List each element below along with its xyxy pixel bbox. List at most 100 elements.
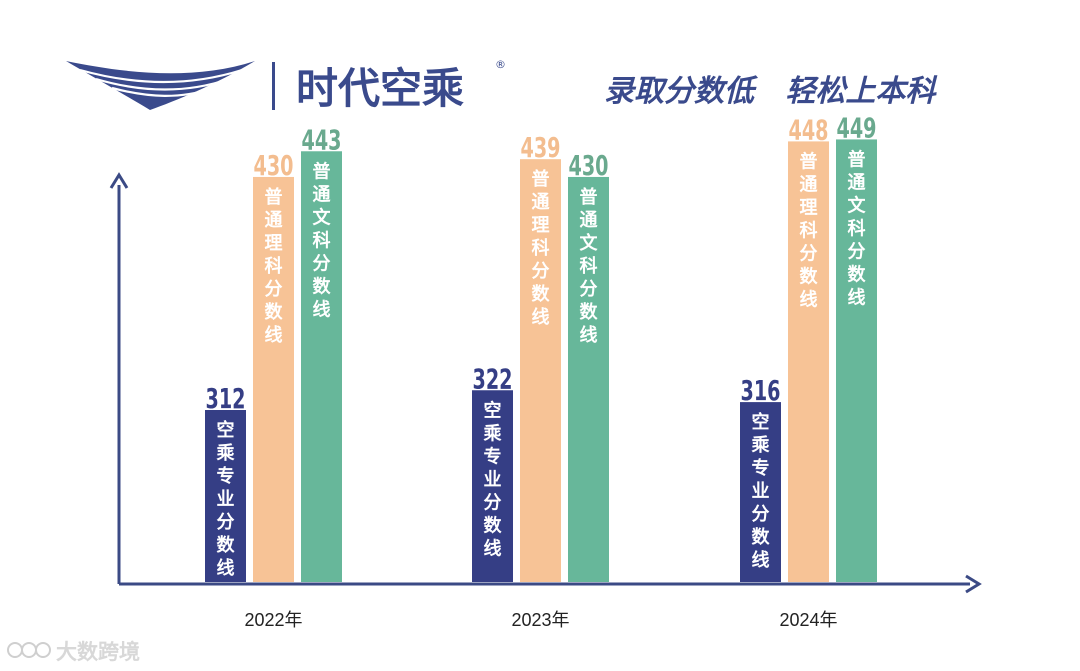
bar-value-label: 316 — [741, 374, 781, 407]
slogan: 录取分数低 轻松上本科 — [604, 74, 938, 109]
series-label-char: 线 — [532, 306, 550, 328]
series-label-char: 文 — [848, 194, 867, 216]
series-label-char: 数 — [848, 263, 867, 285]
series-label-char: 分 — [532, 261, 550, 282]
series-label-char: 普 — [532, 168, 550, 190]
bar-0-2 — [301, 151, 342, 582]
bar-0-0 — [205, 410, 246, 582]
series-label-char: 分 — [265, 279, 283, 300]
series-label-char: 科 — [532, 237, 550, 259]
series-label-char: 理 — [265, 233, 283, 254]
series-label-char: 普 — [800, 150, 818, 172]
x-tick-label: 2024年 — [779, 610, 837, 630]
bar-value-label: 449 — [837, 111, 877, 144]
series-label-char: 乘 — [483, 423, 502, 444]
series-label-char: 通 — [532, 192, 550, 213]
series-label-char: 文 — [580, 232, 599, 254]
series-label-char: 专 — [484, 445, 502, 467]
brand-logo: 时代空乘 ® — [66, 58, 506, 113]
series-label-char: 分 — [752, 504, 770, 525]
series-label-char: 通 — [848, 172, 866, 193]
series-label-char: 通 — [580, 210, 598, 231]
series-label-char: 专 — [752, 457, 770, 479]
series-label-char: 业 — [484, 469, 502, 490]
series-label-char: 乘 — [751, 435, 770, 456]
x-tick-label: 2022年 — [244, 610, 302, 630]
wing-icon — [66, 61, 255, 110]
series-label-char: 线 — [580, 324, 598, 346]
series-label-char: 专 — [217, 465, 235, 487]
series-label-char: 业 — [217, 489, 235, 510]
series-label-char: 数 — [752, 526, 771, 548]
series-label-char: 科 — [848, 217, 866, 239]
series-label-char: 线 — [800, 288, 818, 310]
series-label-char: 线 — [848, 286, 866, 308]
series-label-char: 分 — [580, 279, 598, 300]
bar-1-1 — [520, 159, 561, 583]
x-tick-label: 2023年 — [511, 610, 569, 630]
bar-value-label: 448 — [789, 113, 829, 146]
bar-value-label: 443 — [302, 123, 342, 156]
series-label-char: 文 — [313, 206, 332, 228]
series-label-char: 业 — [752, 481, 770, 502]
series-label-char: 线 — [313, 298, 331, 320]
series-label-char: 乘 — [216, 443, 235, 464]
logo-divider — [272, 62, 275, 110]
series-label-char: 数 — [217, 534, 236, 556]
series-label-char: 分 — [484, 492, 502, 513]
series-label-char: 数 — [532, 283, 551, 305]
series-label-char: 分 — [800, 243, 818, 264]
series-label-char: 线 — [484, 537, 502, 559]
series-label-char: 线 — [217, 557, 235, 579]
series-label-char: 科 — [800, 219, 818, 241]
bar-2-2 — [836, 139, 877, 583]
series-label-char: 空 — [484, 399, 502, 421]
bar-2-1 — [788, 141, 829, 582]
brand-name: 时代空乘 — [296, 64, 464, 113]
series-label-char: 理 — [532, 215, 550, 236]
series-label-char: 数 — [484, 514, 503, 536]
bar-value-label: 430 — [569, 149, 609, 182]
series-label-char: 数 — [800, 265, 819, 287]
watermark: 大数跨境 — [7, 640, 140, 664]
series-label-char: 科 — [313, 229, 331, 251]
bar-2-0 — [740, 402, 781, 582]
series-label-char: 科 — [265, 255, 283, 277]
series-label-char: 理 — [800, 197, 818, 218]
bar-groups: 312空乘专业分数线430普通理科分数线443普通文科分数线2022年322空乘… — [205, 111, 877, 630]
series-label-char: 普 — [313, 160, 331, 182]
series-label-char: 通 — [313, 184, 331, 205]
series-label-char: 空 — [217, 419, 235, 441]
bar-1-0 — [472, 390, 513, 582]
bar-value-label: 322 — [473, 362, 513, 395]
series-label-char: 普 — [580, 186, 598, 208]
series-label-char: 普 — [265, 186, 283, 208]
y-axis-arrow — [109, 172, 129, 189]
series-label-char: 科 — [580, 255, 598, 277]
series-label-char: 普 — [848, 148, 866, 170]
series-label-char: 分 — [217, 512, 235, 533]
series-label-char: 通 — [265, 210, 283, 231]
series-label-char: 空 — [752, 411, 770, 433]
watermark-text: 大数跨境 — [56, 640, 140, 664]
bar-value-label: 312 — [206, 382, 246, 415]
series-label-char: 分 — [313, 253, 331, 274]
series-label-char: 数 — [313, 275, 332, 297]
series-label-char: 通 — [800, 174, 818, 195]
chart-axes — [109, 172, 982, 594]
bar-value-label: 430 — [254, 149, 294, 182]
series-label-char: 数 — [580, 301, 599, 323]
bar-0-1 — [253, 176, 294, 582]
series-label-char: 数 — [265, 301, 284, 323]
bar-1-2 — [568, 176, 609, 582]
series-label-char: 线 — [265, 324, 283, 346]
bar-value-label: 439 — [521, 131, 561, 164]
registered-mark: ® — [495, 58, 506, 71]
watermark-icon — [7, 642, 51, 658]
series-label-char: 分 — [848, 241, 866, 262]
series-label-char: 线 — [752, 549, 770, 571]
